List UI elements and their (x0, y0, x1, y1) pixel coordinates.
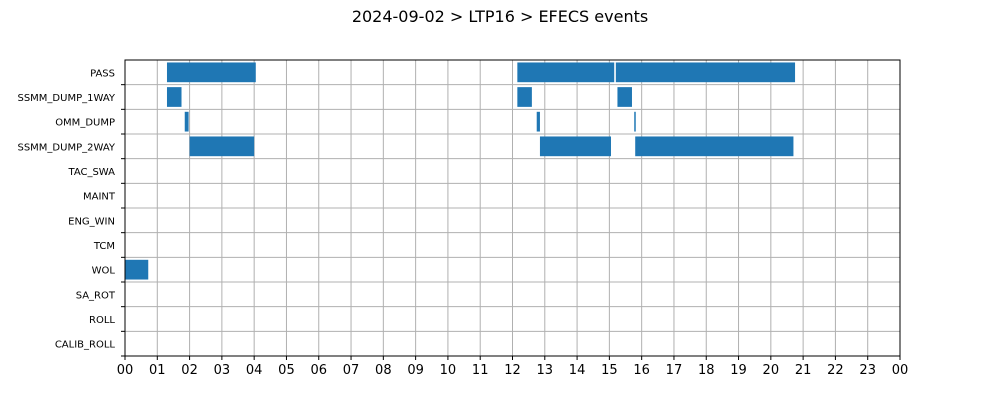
x-tick-label: 13 (537, 363, 554, 378)
y-tick-label: OMM_DUMP (55, 118, 115, 129)
x-tick-label: 00 (892, 363, 909, 378)
x-tick-label: 07 (343, 363, 360, 378)
x-tick-label: 09 (407, 363, 424, 378)
event-bar (539, 136, 611, 157)
x-tick-label: 01 (149, 363, 166, 378)
x-tick-label: 02 (181, 363, 198, 378)
y-tick-label: TAC_SWA (67, 167, 115, 178)
ticks-layer: 00 01 02 03 04 05 06 07 08 09 10 11 12 13 14 15 16 17 18 19… (17, 68, 908, 378)
x-tick-label: 15 (601, 363, 618, 378)
x-tick-label: 04 (246, 363, 263, 378)
event-bar (166, 87, 182, 107)
y-tick-label: TCM (93, 241, 115, 252)
y-tick-label: CALIB_ROLL (55, 340, 116, 351)
x-tick-label: 14 (569, 363, 586, 378)
y-tick-label: MAINT (83, 192, 116, 203)
y-tick-label: PASS (90, 68, 115, 79)
event-bar (536, 111, 540, 132)
event-bar (125, 259, 149, 280)
x-tick-label: 08 (375, 363, 392, 378)
x-tick-label: 16 (633, 363, 650, 378)
event-bar (634, 111, 636, 132)
x-tick-label: 03 (214, 363, 231, 378)
chart-title: 2024-09-02 > LTP16 > EFECS events (352, 7, 648, 26)
x-tick-label: 19 (730, 363, 747, 378)
y-tick-label: WOL (92, 266, 116, 277)
plot-frame (124, 59, 901, 357)
x-tick-label: 05 (278, 363, 295, 378)
x-tick-label: 12 (504, 363, 521, 378)
x-tick-label: 18 (698, 363, 715, 378)
x-tick-label: 10 (440, 363, 457, 378)
x-tick-label: 22 (827, 363, 844, 378)
event-bar (166, 62, 256, 83)
grid-layer (124, 60, 901, 357)
y-tick-label: SSMM_DUMP_1WAY (17, 93, 115, 104)
x-tick-label: 23 (859, 363, 876, 378)
x-tick-label: 17 (666, 363, 683, 378)
event-bar (189, 136, 255, 157)
y-tick-label: ENG_WIN (68, 216, 115, 227)
event-bar (184, 111, 189, 132)
x-tick-label: 11 (472, 363, 489, 378)
y-tick-label: SSMM_DUMP_2WAY (17, 142, 115, 153)
event-bar (517, 62, 615, 83)
x-tick-label: 20 (763, 363, 780, 378)
x-tick-label: 06 (310, 363, 327, 378)
event-bar (517, 87, 532, 107)
x-tick-label: 21 (795, 363, 812, 378)
y-tick-label: ROLL (89, 315, 115, 326)
event-bar (617, 87, 632, 107)
x-tick-label: 00 (117, 363, 134, 378)
event-bar (635, 136, 794, 157)
y-tick-label: SA_ROT (76, 290, 116, 301)
event-bar (615, 62, 796, 83)
bars-layer (125, 62, 796, 280)
